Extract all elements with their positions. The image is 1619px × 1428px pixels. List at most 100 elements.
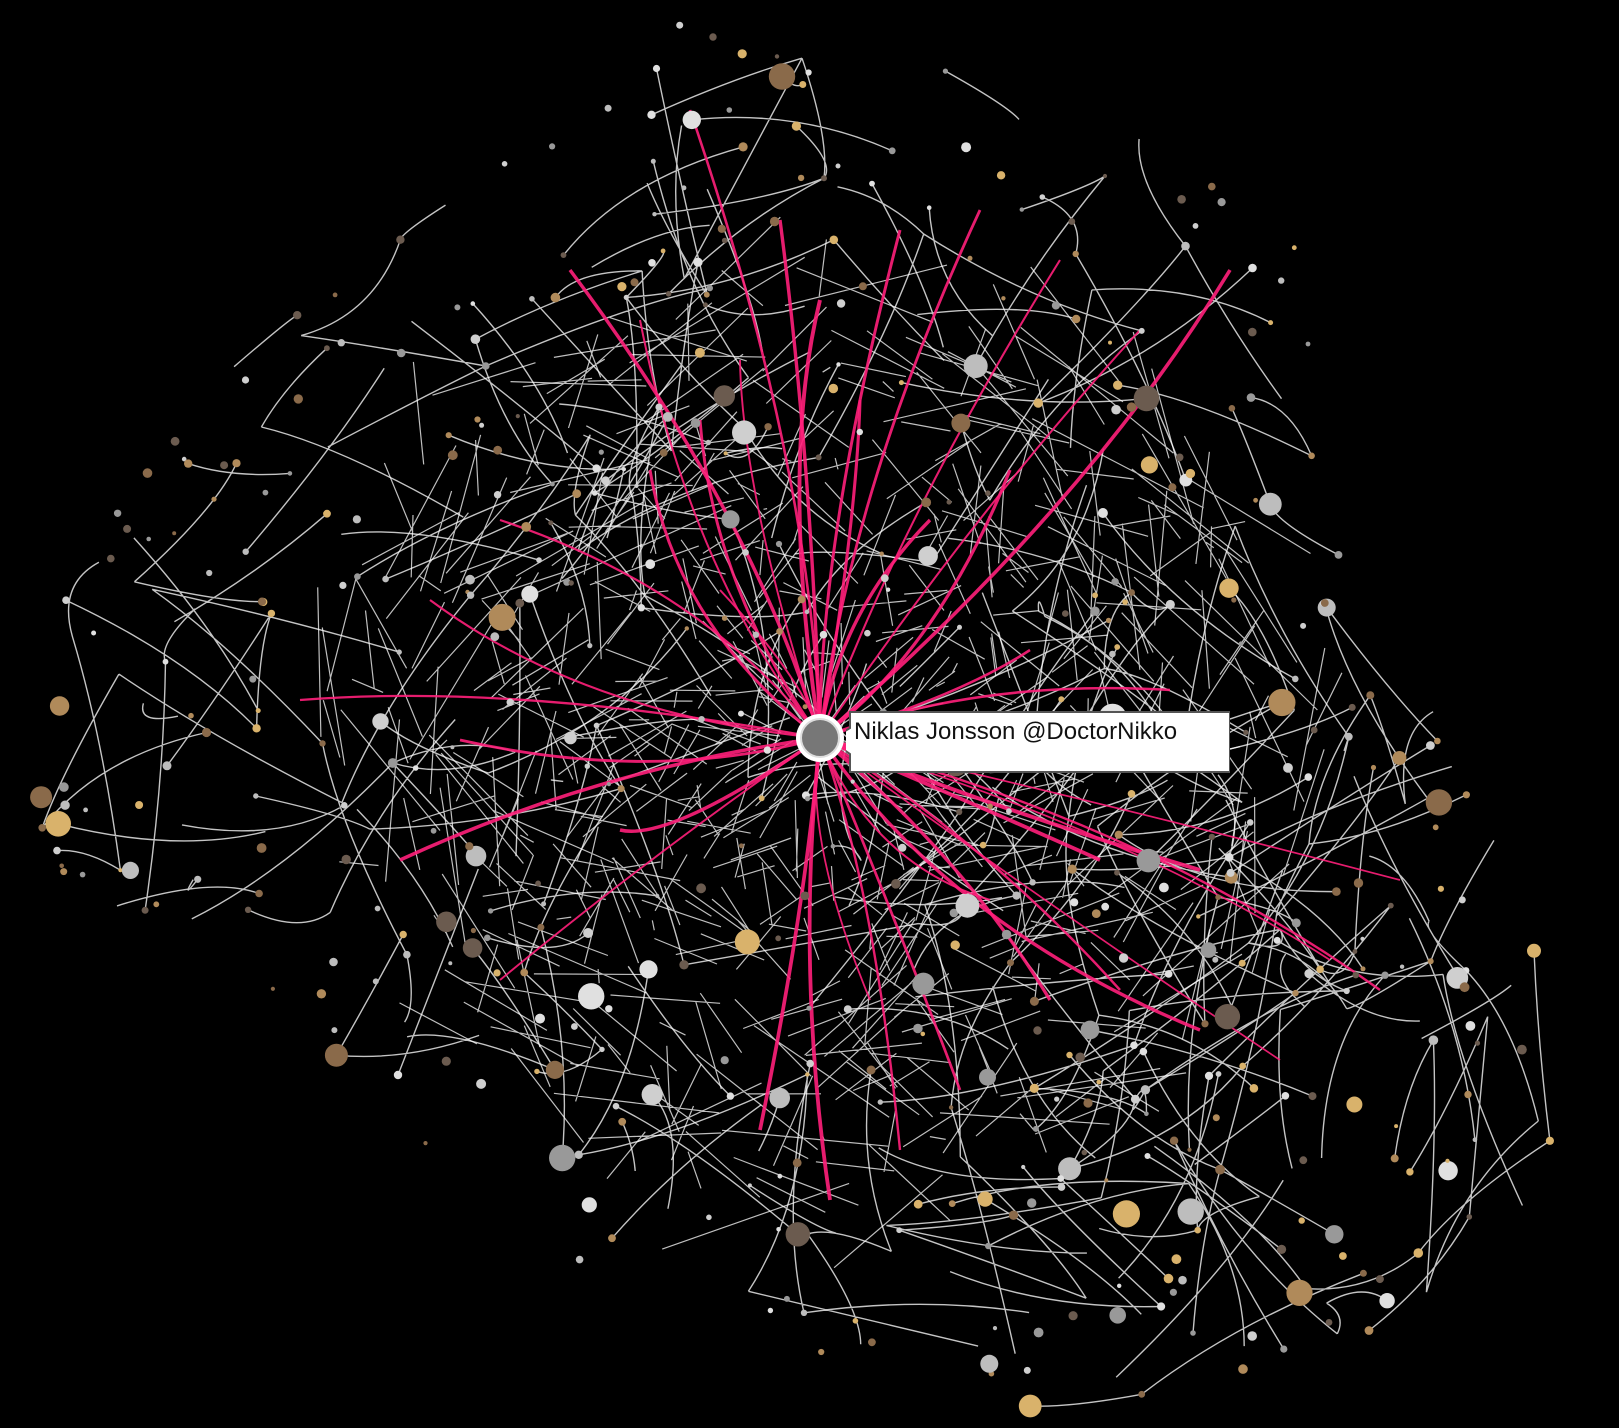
graph-node[interactable] xyxy=(1305,341,1311,347)
graph-node[interactable] xyxy=(1390,1154,1399,1163)
graph-node[interactable] xyxy=(763,746,772,754)
graph-node[interactable] xyxy=(1018,1394,1042,1418)
graph-node[interactable] xyxy=(694,347,705,358)
graph-node[interactable] xyxy=(949,908,959,918)
graph-node[interactable] xyxy=(1066,1051,1073,1059)
graph-node[interactable] xyxy=(805,1072,810,1077)
graph-node[interactable] xyxy=(536,557,542,563)
graph-node[interactable] xyxy=(1090,606,1100,616)
graph-node[interactable] xyxy=(257,597,267,606)
graph-node[interactable] xyxy=(950,940,960,950)
graph-node[interactable] xyxy=(690,418,701,428)
graph-node[interactable] xyxy=(621,467,627,472)
graph-node[interactable] xyxy=(1360,936,1365,941)
graph-node[interactable] xyxy=(53,846,61,855)
graph-node[interactable] xyxy=(38,824,46,832)
graph-node[interactable] xyxy=(1465,1021,1476,1031)
graph-node[interactable] xyxy=(1219,578,1239,598)
hub-node[interactable] xyxy=(796,714,844,762)
graph-node[interactable] xyxy=(920,1031,926,1037)
graph-node[interactable] xyxy=(783,1295,790,1302)
graph-node[interactable] xyxy=(91,630,97,636)
graph-node[interactable] xyxy=(1177,1198,1204,1225)
graph-node[interactable] xyxy=(1298,1217,1305,1224)
graph-node[interactable] xyxy=(515,414,520,419)
graph-node[interactable] xyxy=(255,708,261,714)
graph-node[interactable] xyxy=(242,548,249,555)
graph-node[interactable] xyxy=(868,1338,876,1347)
graph-node[interactable] xyxy=(59,863,64,869)
graph-node[interactable] xyxy=(1364,1326,1374,1335)
graph-node[interactable] xyxy=(1413,1248,1424,1258)
graph-node[interactable] xyxy=(1432,824,1439,831)
graph-node[interactable] xyxy=(676,21,684,29)
graph-node[interactable] xyxy=(466,591,475,599)
graph-node[interactable] xyxy=(742,549,749,556)
graph-node[interactable] xyxy=(441,1056,451,1066)
graph-node[interactable] xyxy=(541,901,547,907)
graph-node[interactable] xyxy=(534,1068,540,1075)
graph-node[interactable] xyxy=(476,1078,487,1089)
graph-node[interactable] xyxy=(423,1141,428,1146)
graph-node[interactable] xyxy=(1334,551,1343,559)
graph-node[interactable] xyxy=(1283,763,1293,773)
graph-node[interactable] xyxy=(188,712,194,719)
graph-node[interactable] xyxy=(1159,882,1169,893)
graph-node[interactable] xyxy=(382,575,389,583)
graph-node[interactable] xyxy=(1027,1198,1037,1208)
graph-node[interactable] xyxy=(818,1348,825,1356)
graph-node[interactable] xyxy=(1320,599,1329,607)
graph-node[interactable] xyxy=(776,628,783,635)
graph-node[interactable] xyxy=(1472,1137,1478,1142)
graph-node[interactable] xyxy=(1057,1175,1065,1182)
graph-node[interactable] xyxy=(709,33,717,41)
graph-node[interactable] xyxy=(726,1092,735,1100)
graph-node[interactable] xyxy=(623,294,629,300)
graph-node[interactable] xyxy=(706,284,713,292)
graph-node[interactable] xyxy=(1280,1345,1288,1353)
graph-node[interactable] xyxy=(804,796,811,802)
graph-node[interactable] xyxy=(1292,675,1299,683)
graph-node[interactable] xyxy=(693,257,703,267)
graph-node[interactable] xyxy=(141,906,149,914)
graph-node[interactable] xyxy=(956,808,963,816)
graph-node[interactable] xyxy=(535,880,541,887)
graph-node[interactable] xyxy=(1091,909,1101,918)
graph-node[interactable] xyxy=(244,906,252,913)
graph-node[interactable] xyxy=(1428,1035,1439,1045)
graph-node[interactable] xyxy=(331,1027,338,1034)
graph-node[interactable] xyxy=(1249,1084,1259,1093)
graph-node[interactable] xyxy=(1133,385,1160,412)
graph-node[interactable] xyxy=(107,554,115,563)
graph-node[interactable] xyxy=(977,1191,993,1207)
graph-node[interactable] xyxy=(1122,599,1128,605)
graph-node[interactable] xyxy=(1304,969,1314,979)
graph-node[interactable] xyxy=(805,69,812,76)
graph-node[interactable] xyxy=(1466,1214,1473,1220)
graph-node[interactable] xyxy=(339,581,347,590)
graph-node[interactable] xyxy=(612,1102,620,1110)
graph-node[interactable] xyxy=(341,854,351,865)
graph-node[interactable] xyxy=(501,161,508,167)
graph-node[interactable] xyxy=(721,615,728,621)
graph-node[interactable] xyxy=(447,450,458,461)
graph-node[interactable] xyxy=(630,278,639,287)
graph-node[interactable] xyxy=(396,348,406,358)
graph-node[interactable] xyxy=(1381,971,1389,979)
graph-node[interactable] xyxy=(1068,1311,1078,1321)
graph-node[interactable] xyxy=(482,362,490,370)
graph-node[interactable] xyxy=(775,540,783,548)
graph-node[interactable] xyxy=(948,1105,954,1110)
graph-node[interactable] xyxy=(170,436,180,446)
graph-node[interactable] xyxy=(706,1214,712,1221)
graph-node[interactable] xyxy=(1300,622,1307,629)
graph-node[interactable] xyxy=(918,546,938,566)
graph-node[interactable] xyxy=(979,1068,996,1086)
graph-node[interactable] xyxy=(1164,970,1173,978)
graph-node[interactable] xyxy=(785,1222,810,1247)
graph-node[interactable] xyxy=(574,1150,583,1160)
graph-node[interactable] xyxy=(1112,1200,1140,1228)
graph-node[interactable] xyxy=(723,451,728,456)
graph-node[interactable] xyxy=(172,531,177,536)
graph-node[interactable] xyxy=(1304,773,1313,781)
